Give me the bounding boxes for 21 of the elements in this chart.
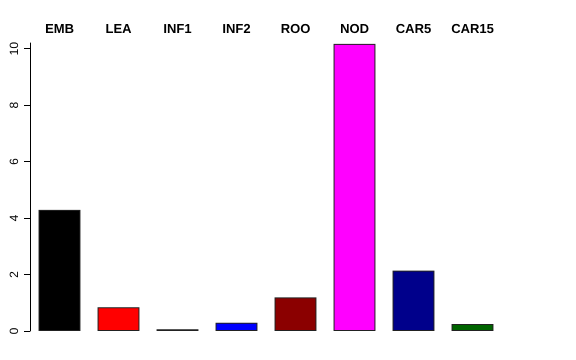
bar bbox=[98, 307, 140, 331]
x-tick-label: CAR5 bbox=[396, 21, 432, 36]
x-tick-label: LEA bbox=[106, 21, 132, 36]
y-tick-label: 6 bbox=[7, 158, 21, 165]
bar bbox=[452, 324, 494, 331]
y-tick-label: 8 bbox=[7, 101, 21, 108]
x-tick-label: NOD bbox=[340, 21, 369, 36]
x-tick-label: ROO bbox=[280, 21, 310, 36]
bar bbox=[274, 297, 316, 331]
y-tick-label: 2 bbox=[7, 270, 21, 278]
y-tick-label: 10 bbox=[7, 42, 21, 56]
x-tick-label: INF1 bbox=[163, 21, 192, 36]
x-tick-label: EMB bbox=[45, 21, 74, 36]
y-tick-label: 4 bbox=[7, 214, 21, 222]
bar bbox=[334, 44, 376, 331]
bar bbox=[38, 210, 80, 331]
x-tick-label: INF2 bbox=[222, 21, 251, 36]
x-tick-label: CAR15 bbox=[451, 21, 494, 36]
bar bbox=[216, 322, 258, 331]
bar bbox=[392, 270, 434, 331]
y-tick-label: 0 bbox=[7, 327, 21, 334]
